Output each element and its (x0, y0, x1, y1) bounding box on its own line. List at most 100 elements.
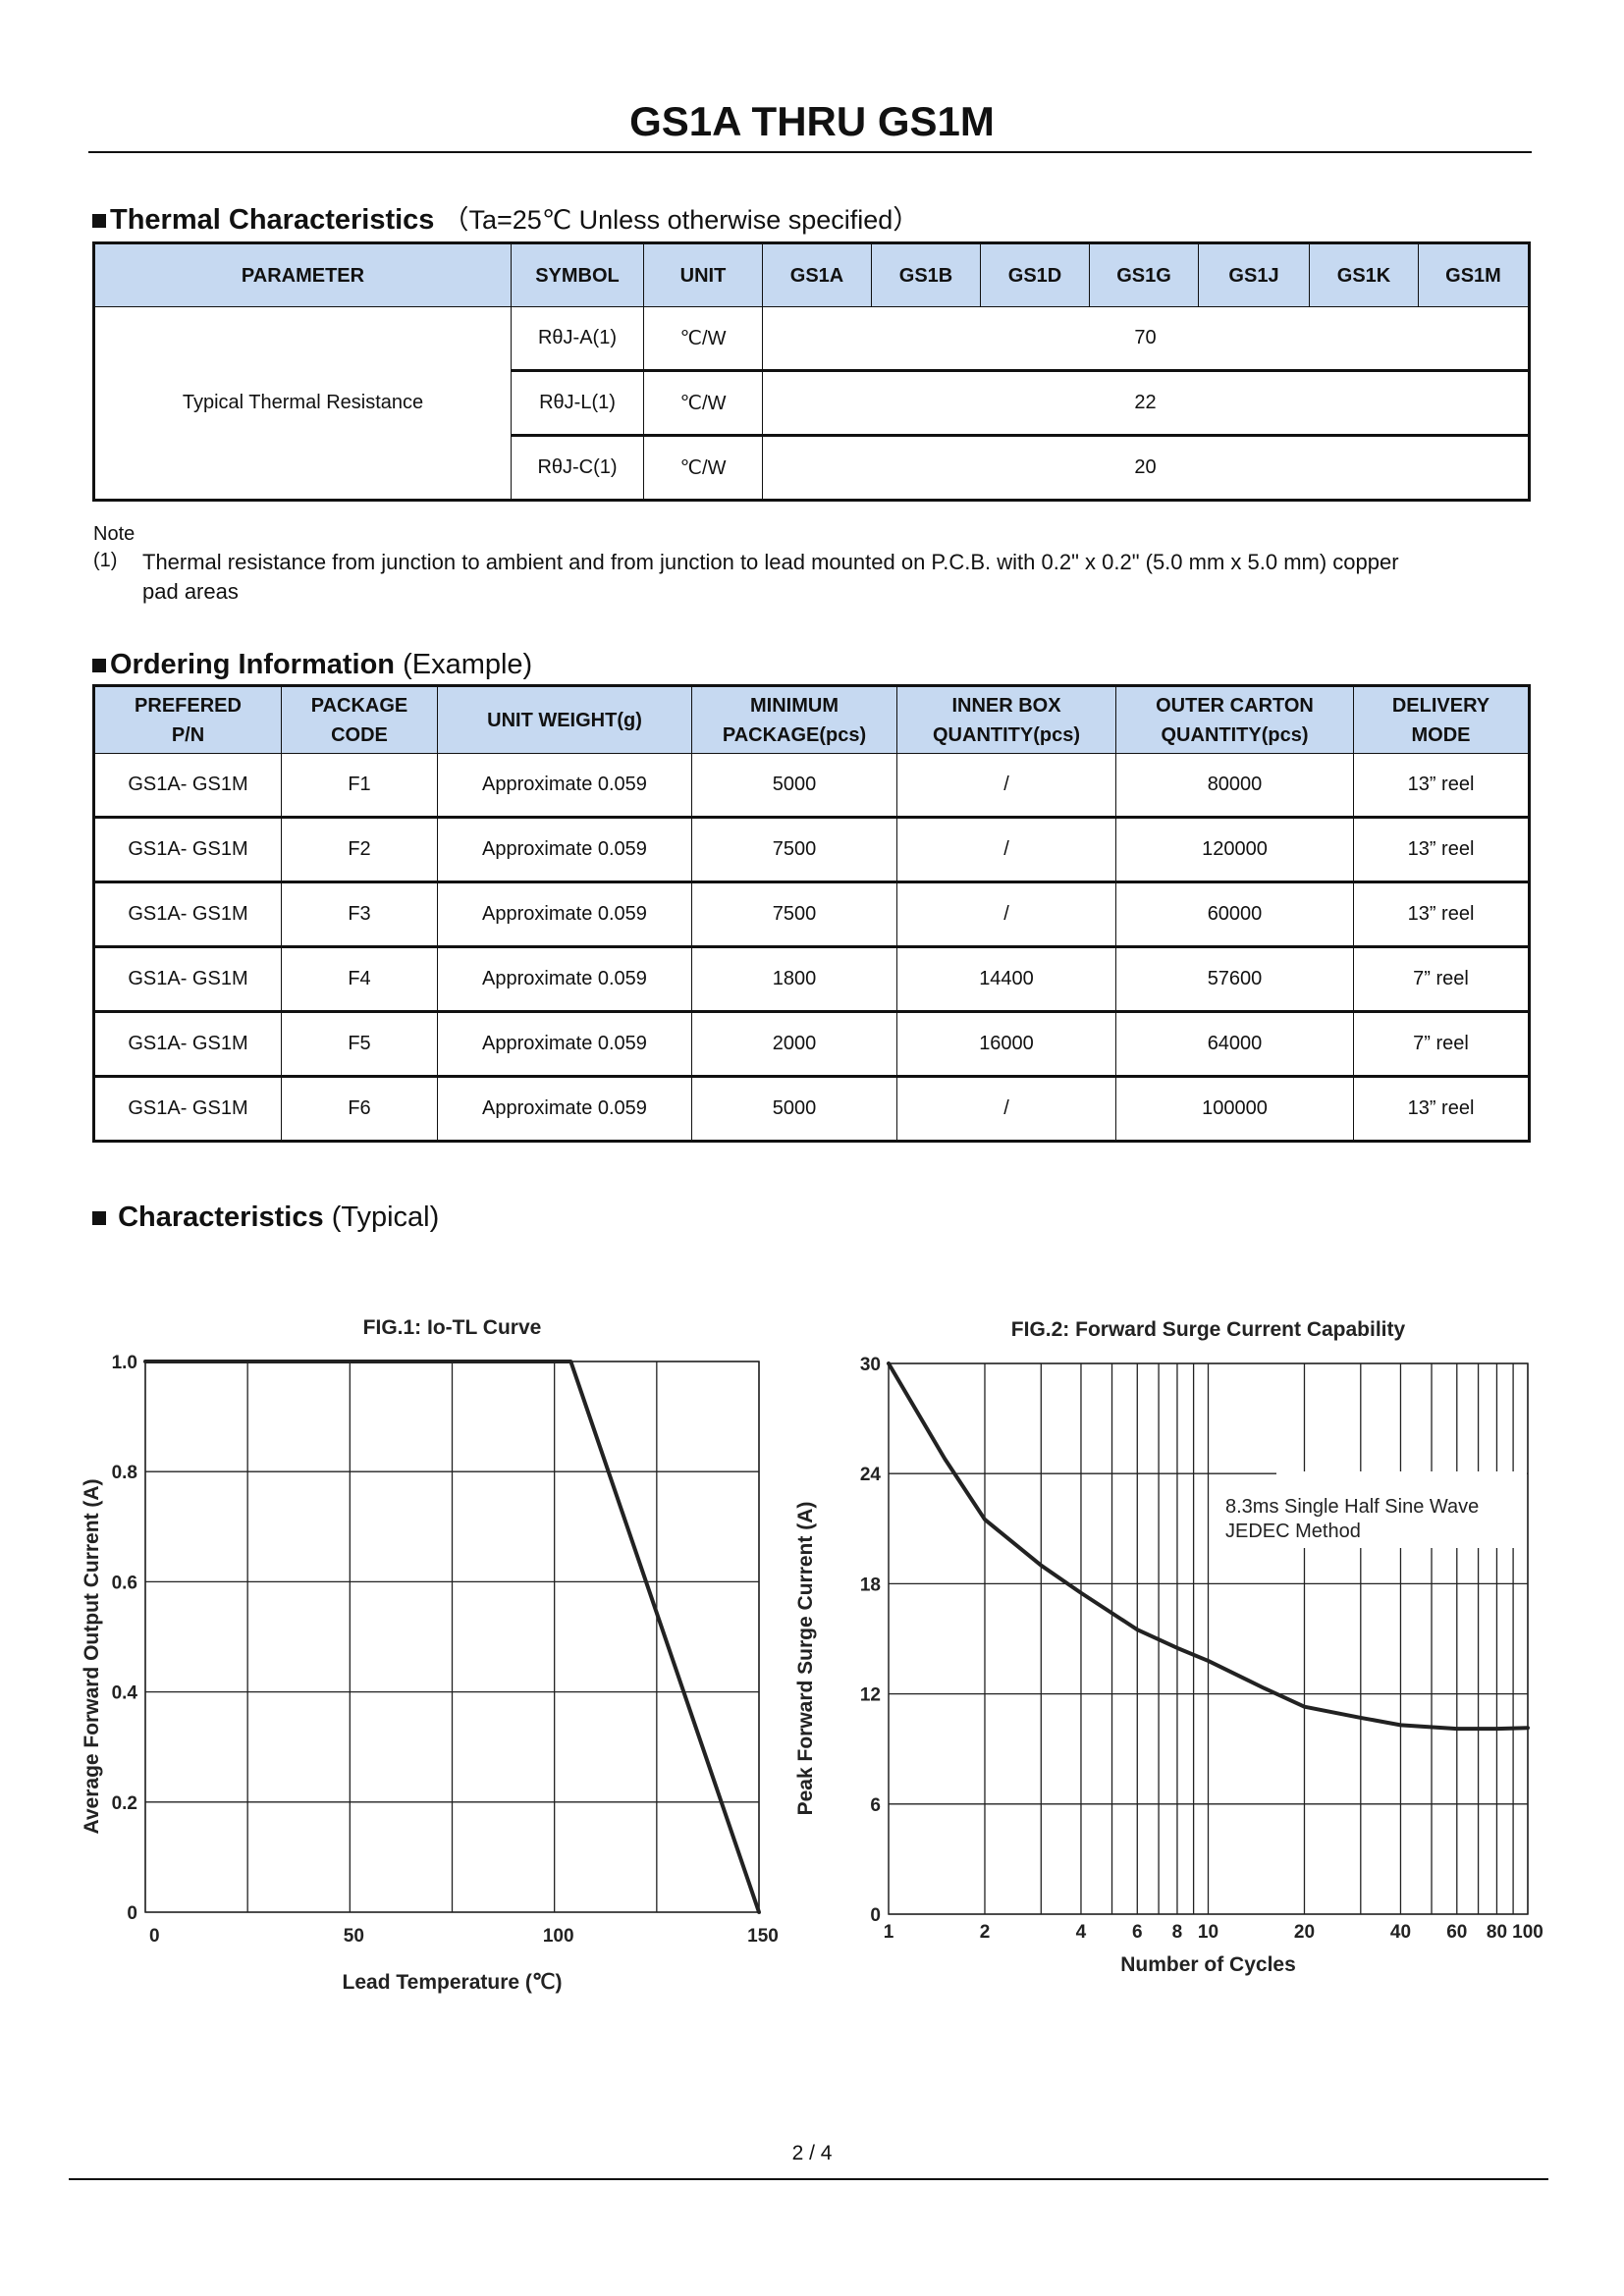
header-line: QUANTITY(pcs) (1161, 723, 1309, 746)
characteristics-heading-text: Characteristics (118, 1201, 324, 1233)
ordering-cell: 7500 (691, 881, 897, 948)
note-text: Thermal resistance from junction to ambi… (142, 550, 1399, 574)
header-line: MINIMUM (750, 694, 839, 717)
ordering-cell: Approximate 0.059 (437, 817, 692, 883)
ordering-cell: Approximate 0.059 (437, 946, 692, 1013)
header-line: OUTER CARTON (1156, 694, 1314, 717)
ordering-cell: GS1A- GS1M (93, 1011, 282, 1078)
symbol-cell: RθJ-A(1) (511, 306, 644, 372)
ordering-cell: 64000 (1115, 1011, 1354, 1078)
ordering-cell: Approximate 0.059 (437, 753, 692, 819)
bullet-square-icon (92, 659, 106, 673)
thermal-header-row: PARAMETER SYMBOL UNIT GS1A GS1B GS1D GS1… (93, 242, 1530, 307)
note-marker: (1) (93, 550, 118, 571)
ordering-cell: / (896, 753, 1116, 819)
header-gs1j: GS1J (1198, 242, 1310, 307)
x-tick-label: 50 (344, 1926, 364, 1947)
data-series-line (143, 1360, 761, 1914)
symbol-cell: RθJ-C(1) (511, 435, 644, 502)
unit-cell: ℃/W (643, 306, 763, 372)
ordering-cell: / (896, 1076, 1116, 1143)
ordering-cell: 13” reel (1353, 1076, 1530, 1143)
header-unit: UNIT (643, 242, 763, 307)
x-axis-title: Lead Temperature (℃) (343, 1971, 563, 1994)
thermal-heading-text: Thermal Characteristics (110, 204, 435, 236)
annotation-background (1276, 1471, 1527, 1548)
ordering-cell: 16000 (896, 1011, 1116, 1078)
annotation-text: 8.3ms Single Half Sine Wave (1225, 1496, 1479, 1518)
ordering-cell: F1 (281, 753, 438, 819)
header-gs1k: GS1K (1309, 242, 1419, 307)
y-tick-label: 24 (860, 1465, 882, 1485)
header-line: PREFERED (135, 694, 242, 717)
ordering-cell: 13” reel (1353, 753, 1530, 819)
table-row: RθJ-C(1) ℃/W 20 (94, 435, 1530, 502)
x-tick-label: 10 (1198, 1922, 1218, 1943)
value-cell: 20 (762, 435, 1530, 502)
ordering-header-cell: OUTER CARTON QUANTITY(pcs) (1115, 685, 1354, 754)
page-number: 2 / 4 (791, 2142, 833, 2164)
ordering-cell: 7500 (691, 817, 897, 883)
bullet-square-icon (92, 1211, 106, 1226)
ordering-cell: F3 (281, 881, 438, 948)
ordering-cell: 7” reel (1353, 1011, 1530, 1078)
y-axis-title: Peak Forward Surge Current (A) (794, 1502, 817, 1816)
ordering-cell: 80000 (1115, 753, 1354, 819)
ordering-cell: Approximate 0.059 (437, 1076, 692, 1143)
header-symbol: SYMBOL (511, 242, 644, 307)
ordering-cell: 5000 (691, 1076, 897, 1143)
symbol-cell: RθJ-L(1) (511, 370, 644, 437)
ordering-cell: 60000 (1115, 881, 1354, 948)
characteristics-heading-suffix: (Typical) (331, 1201, 440, 1233)
y-axis-title: Average Forward Output Current (A) (81, 1478, 103, 1834)
ordering-header-cell: PREFERED P/N (93, 685, 282, 754)
header-parameter: PARAMETER (93, 242, 512, 307)
ordering-heading: Ordering Information (Example) (92, 649, 532, 681)
ordering-header-cell: PACKAGE CODE (281, 685, 438, 754)
ordering-cell: / (896, 881, 1116, 948)
ordering-cell: 2000 (691, 1011, 897, 1078)
table-row: GS1A- GS1M F5 Approximate 0.059 2000 16000 64… (93, 1011, 1530, 1078)
y-tick-label: 6 (870, 1795, 881, 1816)
ordering-cell: GS1A- GS1M (93, 946, 282, 1013)
header-line: INNER BOX (951, 694, 1061, 717)
header-line: CODE (331, 723, 388, 746)
chart-title: FIG.1: Io-TL Curve (363, 1316, 542, 1339)
header-gs1d: GS1D (980, 242, 1090, 307)
header-line: MODE (1411, 723, 1471, 746)
header-line: QUANTITY(pcs) (933, 723, 1080, 746)
ordering-heading-suffix: (Example) (403, 649, 533, 680)
ordering-cell: GS1A- GS1M (93, 817, 282, 883)
ordering-cell: 120000 (1115, 817, 1354, 883)
table-row: GS1A- GS1M F1 Approximate 0.059 5000/80000 1… (93, 753, 1530, 819)
x-tick-label: 150 (747, 1926, 779, 1947)
ordering-heading-text: Ordering Information (110, 649, 395, 680)
header-line: UNIT WEIGHT(g) (487, 709, 642, 731)
thermal-table: PARAMETER SYMBOL UNIT GS1A GS1B GS1D GS1… (92, 241, 1531, 502)
header-line: P/N (171, 723, 205, 746)
table-row: Typical Thermal Resistance RθJ-A(1) ℃/W … (93, 306, 1530, 501)
ordering-cell: 5000 (691, 753, 897, 819)
note-label: Note (93, 523, 135, 545)
ordering-cell: 13” reel (1353, 817, 1530, 883)
x-tick-label: 6 (1132, 1922, 1143, 1943)
thermal-condition: （Ta=25℃ Unless otherwise specified） (442, 205, 920, 235)
header-gs1m: GS1M (1418, 242, 1530, 307)
unit-cell: ℃/W (643, 370, 763, 437)
y-tick-label: 0 (127, 1903, 137, 1924)
x-tick-label: 40 (1390, 1922, 1411, 1943)
y-tick-label: 1.0 (112, 1353, 137, 1373)
y-tick-label: 30 (860, 1355, 881, 1375)
x-tick-label: 100 (1512, 1922, 1543, 1943)
y-tick-label: 0.8 (112, 1463, 137, 1483)
ordering-cell: Approximate 0.059 (437, 881, 692, 948)
footer-divider (69, 2178, 1548, 2180)
header-gs1a: GS1A (762, 242, 872, 307)
table-row: GS1A- GS1M F4 Approximate 0.059 1800 14400 57… (93, 946, 1530, 1013)
header-line: PACKAGE(pcs) (722, 723, 867, 746)
ordering-cell: 57600 (1115, 946, 1354, 1013)
ordering-cell: F2 (281, 817, 438, 883)
x-axis-title: Number of Cycles (1120, 1953, 1296, 1976)
ordering-header-cell: UNIT WEIGHT(g) (437, 685, 692, 754)
